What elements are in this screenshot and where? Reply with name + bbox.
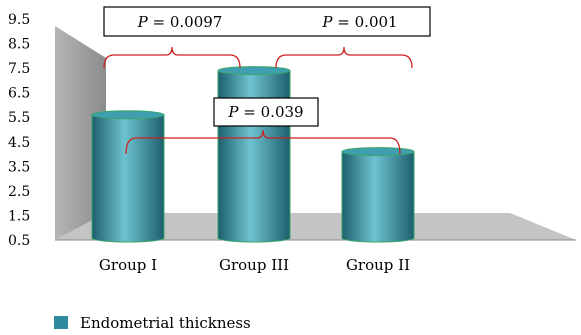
- legend-label: Endometrial thickness: [80, 314, 251, 332]
- annotation-box-top: [103, 6, 431, 37]
- y-tick-label: 7.5: [8, 61, 30, 77]
- y-tick-label: 8.5: [8, 37, 30, 53]
- x-tick-label: Group II: [346, 256, 410, 274]
- y-tick-label: 2.5: [8, 184, 30, 200]
- annotation-box-middle: P = 0.039: [213, 97, 319, 127]
- y-tick-label: 0.5: [8, 233, 30, 249]
- legend-swatch: [54, 316, 68, 329]
- bar-top: [217, 66, 291, 76]
- annotation-text: P = 0.001: [321, 13, 397, 31]
- floor: [55, 213, 576, 240]
- bar-body: [217, 70, 291, 243]
- legend: Endometrial thickness: [54, 314, 251, 332]
- bar: [91, 110, 165, 243]
- bar: [341, 147, 415, 243]
- x-tick-label: Group I: [99, 256, 157, 274]
- x-tick-label: Group III: [219, 256, 289, 274]
- annotation-box: [213, 97, 319, 127]
- y-tick-label: 1.5: [8, 208, 30, 224]
- bar-top: [91, 110, 165, 120]
- bars: [91, 66, 415, 243]
- y-tick-label: 4.5: [8, 135, 30, 151]
- annotations: P = 0.0097 P = 0.001 P = 0.039: [103, 6, 431, 155]
- y-tick-label: 9.5: [8, 12, 30, 28]
- y-tick-label: 6.5: [8, 86, 30, 102]
- bar-body: [91, 114, 165, 243]
- y-axis: 0.5 1.5 2.5 3.5 4.5 5.5 6.5 7.5 8.5 9.5: [8, 12, 30, 249]
- x-axis: Group I Group III Group II: [99, 256, 410, 274]
- bar-body: [341, 151, 415, 243]
- bar-top: [341, 147, 415, 157]
- bracket-group1-group3: [103, 46, 241, 69]
- bar: [217, 66, 291, 243]
- bracket-group3-group2: [275, 46, 413, 69]
- annotation-text: P = 0.0097: [137, 13, 223, 31]
- y-tick-label: 3.5: [8, 159, 30, 175]
- annotation-text: P = 0.039: [227, 103, 303, 121]
- bracket-group1-group2: [125, 129, 401, 155]
- y-tick-label: 5.5: [8, 110, 30, 126]
